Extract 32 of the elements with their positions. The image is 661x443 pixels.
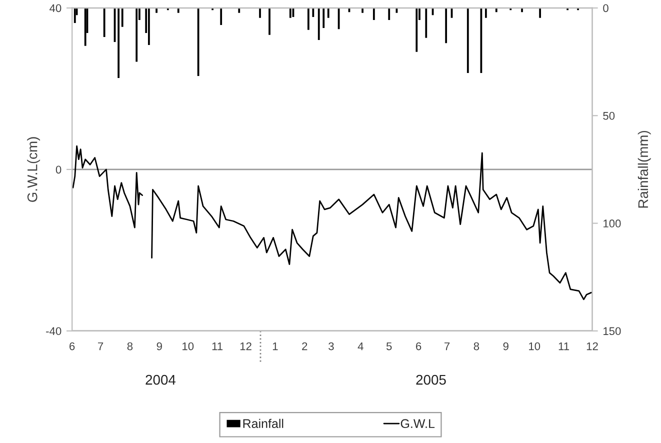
y-tick-label: -40 [46, 327, 62, 336]
x-tick-label: 2 [302, 342, 308, 350]
y-axis-title: G.W.L(cm) [27, 137, 40, 202]
y2-tick-label: 0 [603, 4, 608, 12]
y2-tick-label: 100 [604, 220, 621, 228]
x-tick-label: 6 [416, 342, 422, 350]
y-tick-label: 0 [56, 166, 62, 174]
x-tick-label: 8 [127, 342, 133, 350]
x-tick-label: 5 [386, 342, 392, 350]
legend-label: Rainfall [243, 418, 284, 428]
y2-axis-title: Rainfall(mm) [638, 130, 651, 208]
x-tick-label: 3 [328, 342, 334, 350]
text: 2004 [146, 374, 176, 385]
x-tick-label: 12 [586, 342, 598, 350]
x-tick-label: 10 [529, 342, 540, 350]
x-tick-label: 12 [240, 342, 252, 350]
x-tick-label: 10 [182, 342, 194, 350]
text: 2005 [416, 374, 446, 385]
y2-tick-label: 50 [603, 112, 615, 120]
y2-tick-label: 150 [604, 327, 621, 336]
x-tick-label: 1 [272, 342, 278, 350]
x-tick-label: 9 [503, 342, 508, 350]
x-tick-label: 11 [212, 342, 223, 350]
x-tick-label: 7 [444, 342, 450, 350]
x-tick-label: 9 [156, 342, 162, 350]
x-tick-label: 6 [70, 342, 75, 350]
legend-label: G.W.L [400, 419, 435, 428]
x-tick-label: 7 [98, 342, 104, 350]
x-tick-label: 11 [558, 342, 570, 350]
x-tick-label: 8 [474, 342, 480, 350]
y-tick-label: 40 [50, 4, 62, 12]
x-tick-label: 4 [358, 342, 364, 350]
